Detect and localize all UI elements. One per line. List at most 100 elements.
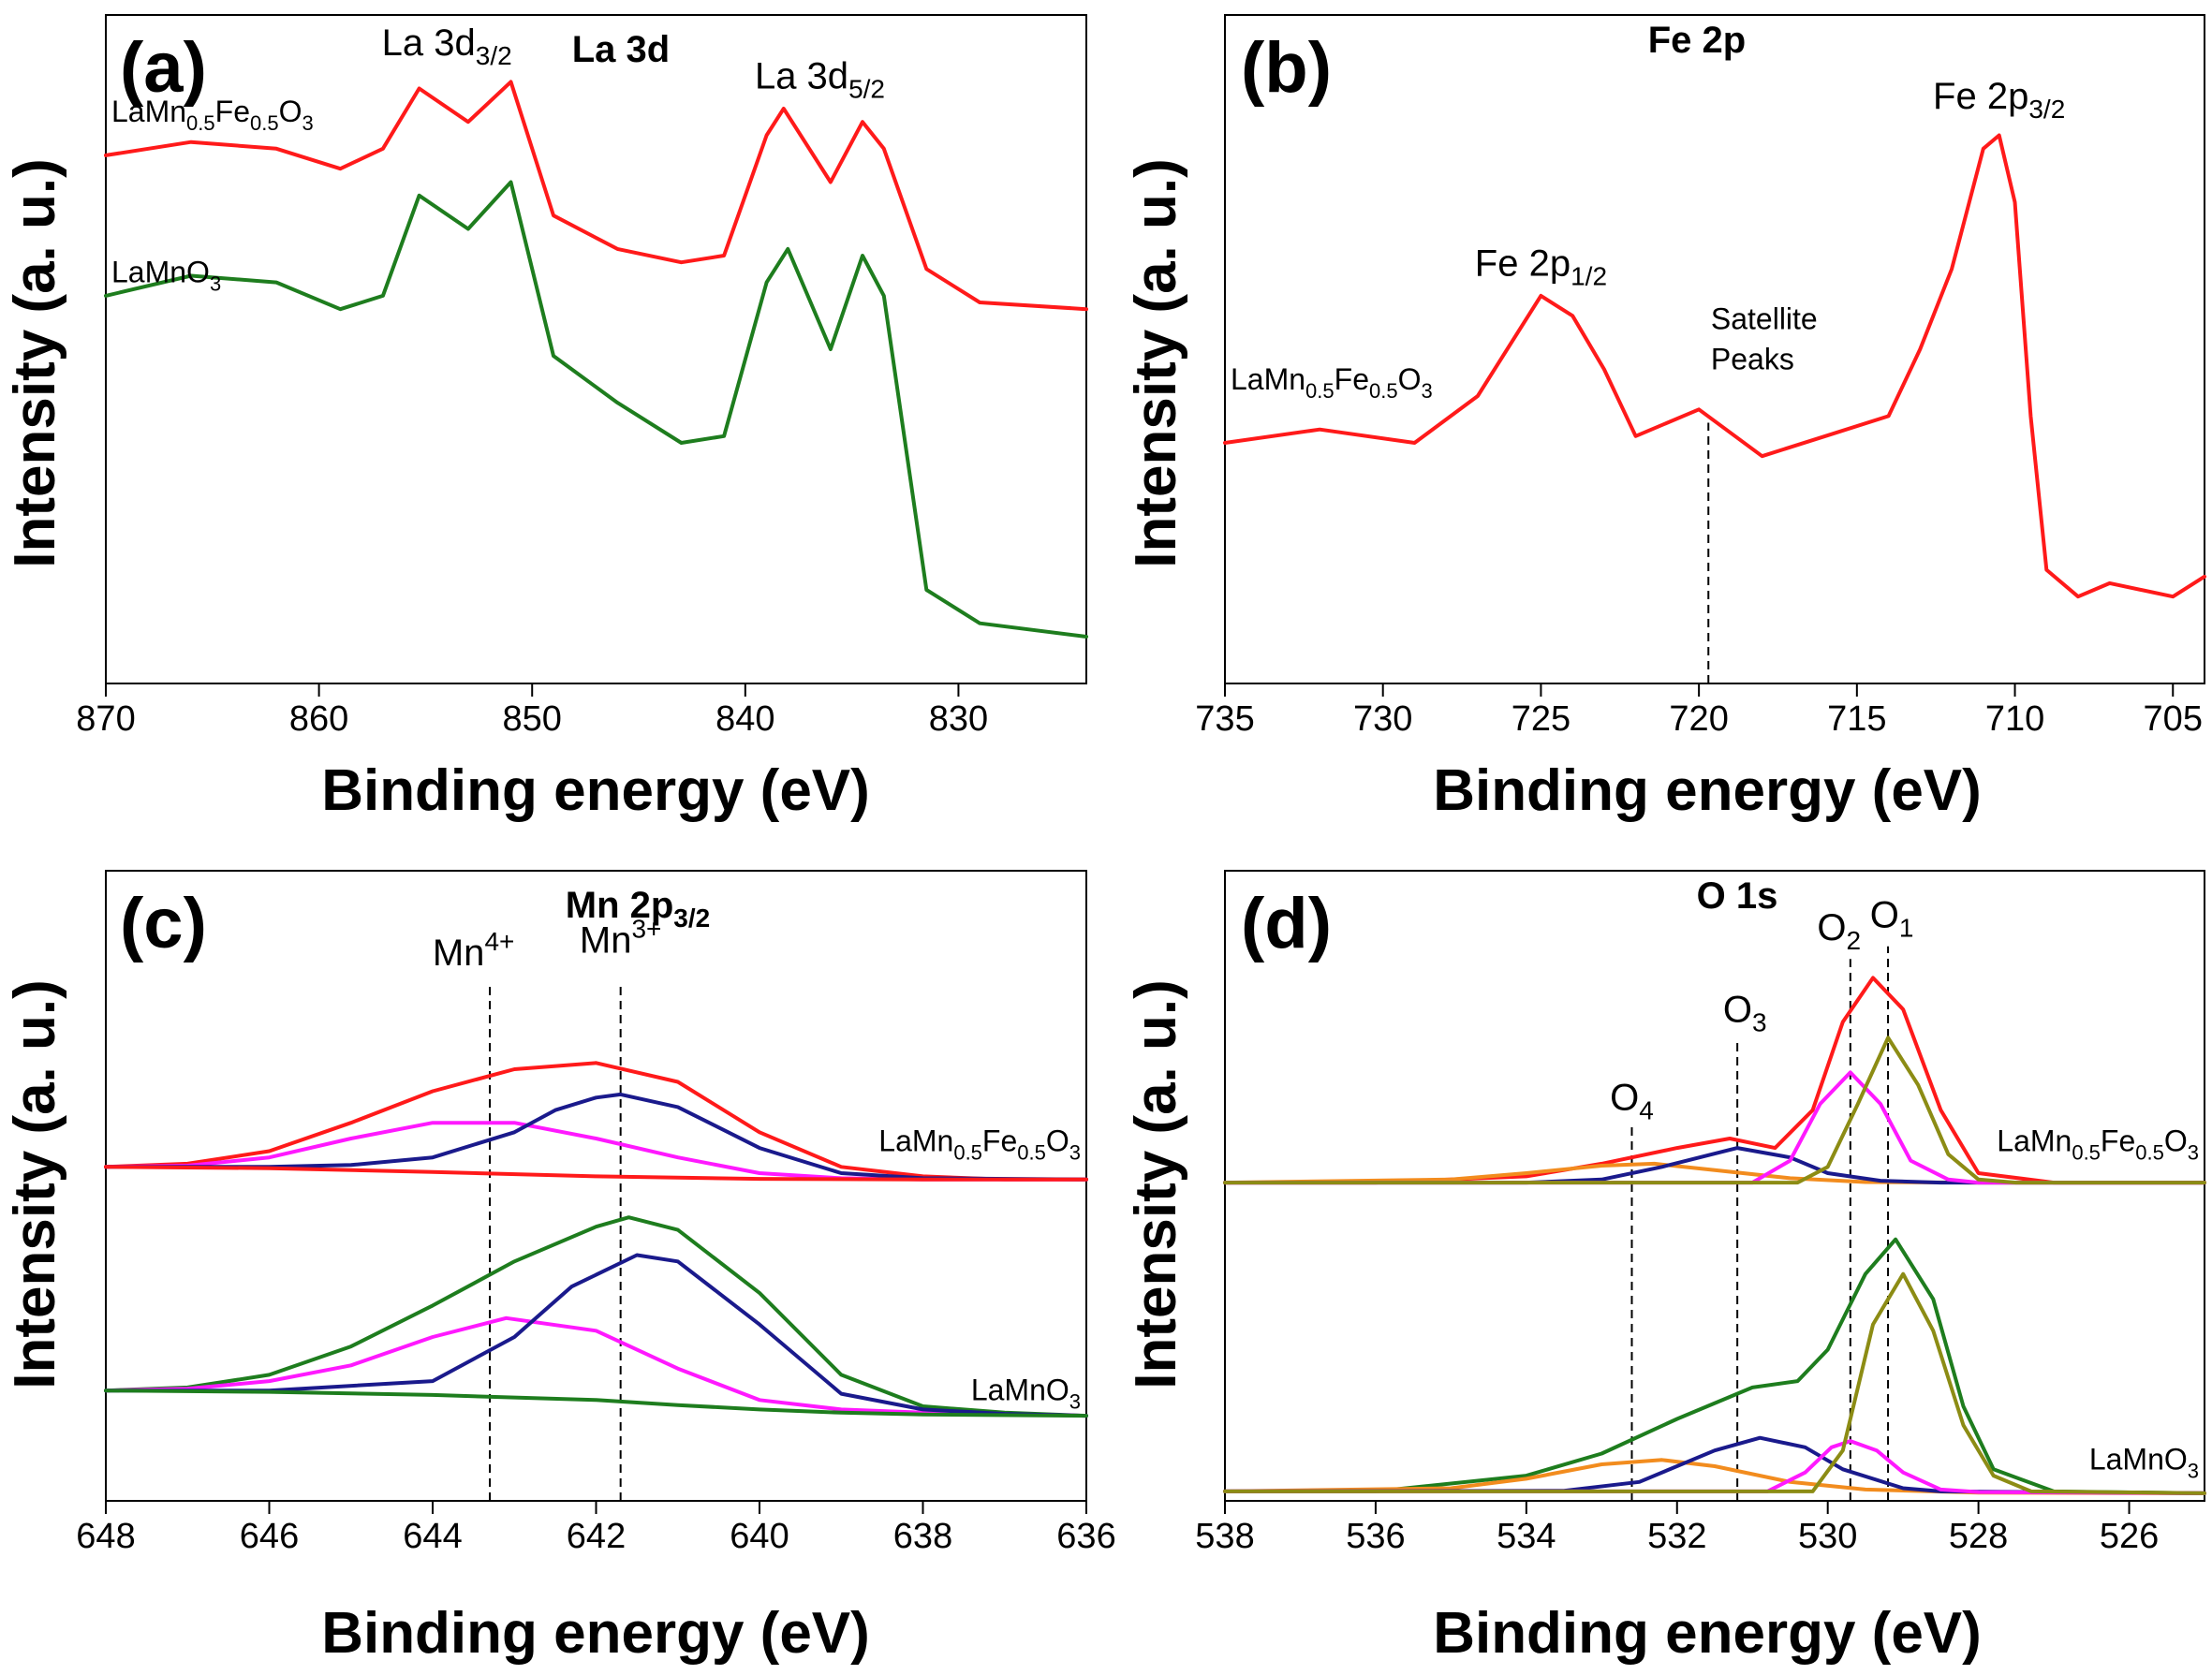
panel-c-xlabel: Binding energy (eV) [321,1601,870,1666]
panel-a-xtick-label: 840 [715,699,774,739]
panel-a-xtick-label: 860 [289,699,348,739]
panel-b-sample-label-part: LaMn [1231,362,1305,396]
panel-d-peak-annotation-sub: 1 [1899,914,1914,943]
panel-d-peak-annotation-main: O [1610,1078,1639,1119]
panel-b-peak-annotation-sub: 1/2 [1571,261,1607,290]
panel-a-sample-label-part: O [279,95,302,128]
panel-c-title-sub: 3/2 [673,904,710,933]
panel-b-sample-label-part: 3 [1421,379,1432,403]
panel-b-sample-label-part: Satellite [1711,302,1818,336]
panel-a-peak-annotation: La 3d3/2 [382,22,512,70]
panel-a-label: (a) [120,28,207,108]
panel-b-xtick-label: 715 [1827,699,1886,739]
panel-a-sample-label-part: Fe [215,95,250,128]
panel-b-xlabel: Binding energy (eV) [1433,758,1982,823]
panel-c-title-main: Mn 2p [566,885,674,926]
panel-b-peak-annotation-main: Fe 2p [1475,242,1571,284]
panel-b-sample-label: LaMn0.5Fe0.5O3 [1231,362,1433,403]
panel-c-peak-annotation-main: Mn [433,933,485,974]
panel-b-xtick-label: 725 [1512,699,1571,739]
panel-b-sample-label-part: O [1398,362,1422,396]
panel-a-ylabel: Intensity (a. u.) [3,158,67,567]
panel-c-sample-label-part: Fe [982,1124,1017,1157]
panel-b-ylabel: Intensity (a. u.) [1124,158,1188,567]
panel-a-sample-label-part: 3 [210,272,221,296]
panel-c-sample-label-part: 0.5 [953,1140,982,1164]
panel-d-sample-label-part: 0.5 [2135,1140,2164,1164]
panel-b-sample-label-part: 0.5 [1369,379,1398,403]
panel-c-xtick-label: 648 [76,1517,135,1556]
panel-a-peak-annotation-sub: 5/2 [848,75,885,104]
panel-a-frame [105,14,1087,684]
panel-c-sample-label: LaMnO3 [971,1373,1081,1413]
panel-c-sample-label: LaMn0.5Fe0.5O3 [878,1124,1081,1164]
panel-d-peak-annotation-sub: 3 [1752,1008,1767,1037]
panel-d-xtick-label: 538 [1195,1517,1254,1556]
panel-d-peak-annotation-main: O [1723,990,1752,1031]
panel-d-sample-label-part: Fe [2101,1124,2135,1157]
panel-a-xtick-label: 870 [76,699,135,739]
panel-d-peak-annotation: O1 [1870,895,1914,943]
panel-b-xtick-label: 710 [1985,699,2044,739]
panel-d-xtick-label: 534 [1497,1517,1556,1556]
panel-d-series-6 [1223,1458,2206,1495]
panel-d-xlabel: Binding energy (eV) [1433,1601,1982,1666]
panel-c-peak-annotation-sup: 3+ [631,914,661,943]
panel-a-sample-label-part: 3 [302,111,313,135]
panel-c-label: (c) [120,884,207,963]
panel-d-xtick-label: 530 [1798,1517,1857,1556]
panel-a-sample-label-part: 0.5 [186,111,215,135]
panel-d-peak-annotation-main: O [1817,907,1846,948]
panel-c-ylabel: Intensity (a. u.) [3,979,67,1388]
panel-d-plot-area: 538 536 534 532 530 528 526O4O3O2O1LaMn0.5Fe0.… [1195,870,2206,1556]
panel-b-sample-label-part: Peaks [1711,342,1794,375]
panel-b-xtick-label: 720 [1669,699,1728,739]
panel-d-peak-annotation: O3 [1723,990,1767,1037]
panel-c-sample-label-part: 3 [1069,1389,1081,1413]
panel-b-peak-annotation-sub: 3/2 [2028,95,2065,124]
panel-c-sample-label-part: O [1046,1124,1069,1157]
panel-c-sample-label-part: 0.5 [1017,1140,1046,1164]
panel-a-xtick-label: 850 [503,699,562,739]
panel-a-sample-label: LaMn0.5Fe0.5O3 [111,95,314,135]
panel-c-title: Mn 2p3/2 [566,885,710,933]
panel-d-series-8 [1223,1439,2206,1495]
panel-d-frame [1224,870,2205,1502]
panel-d-series-7 [1223,1435,2206,1495]
panel-d: 538 536 534 532 530 528 526O4O3O2O1LaMn0.5Fe0.… [1124,870,2206,1666]
panel-d-peak-annotation-main: O [1870,895,1899,936]
panel-c-series-0 [104,1061,1088,1182]
panel-d-sample-label-part: 0.5 [2072,1140,2101,1164]
panel-c-xtick-label: 638 [893,1517,952,1556]
panel-b-frame [1224,14,2205,684]
panel-d-xtick-label: 536 [1346,1517,1405,1556]
panel-d-series-5 [1223,1237,2206,1495]
panel-d-sample-label: LaMnO3 [2089,1442,2199,1482]
panel-d-sample-label-part: 3 [2188,1459,2199,1482]
panel-b-peak-annotation-main: Fe 2p [1933,76,2028,117]
panel-b-sample-label-part: Fe [1335,362,1369,396]
panel-d-series-1 [1223,1161,2206,1185]
panel-c-peak-annotation: Mn3+ [580,914,662,961]
panel-a-peak-annotation-main: La 3d [382,22,476,64]
panel-d-xtick-label: 532 [1647,1517,1706,1556]
panel-d-sample-label-part: LaMn [1997,1124,2072,1157]
panel-b-peak-annotation: Fe 2p1/2 [1475,242,1607,290]
panel-c-peak-annotation: Mn4+ [433,927,515,974]
panel-a-sample-label: LaMnO3 [111,256,221,296]
panel-b-label: (b) [1241,28,1332,108]
panel-c-series-5 [104,1315,1088,1418]
panel-c-series-2 [104,1092,1088,1182]
panel-c-sample-label-part: LaMn [878,1124,953,1157]
panel-a-sample-label-part: 0.5 [250,111,279,135]
panel-d-series-4 [1223,1036,2206,1185]
panel-c-xtick-label: 640 [730,1517,789,1556]
panel-d-ylabel: Intensity (a. u.) [1124,979,1188,1388]
panel-a-series-0 [104,80,1088,312]
panel-c-xtick-label: 644 [403,1517,462,1556]
panel-a-xlabel: Binding energy (eV) [321,758,870,823]
panel-b-sample-label-part: 0.5 [1305,379,1335,403]
panel-d-sample-label-part: O [2164,1124,2188,1157]
